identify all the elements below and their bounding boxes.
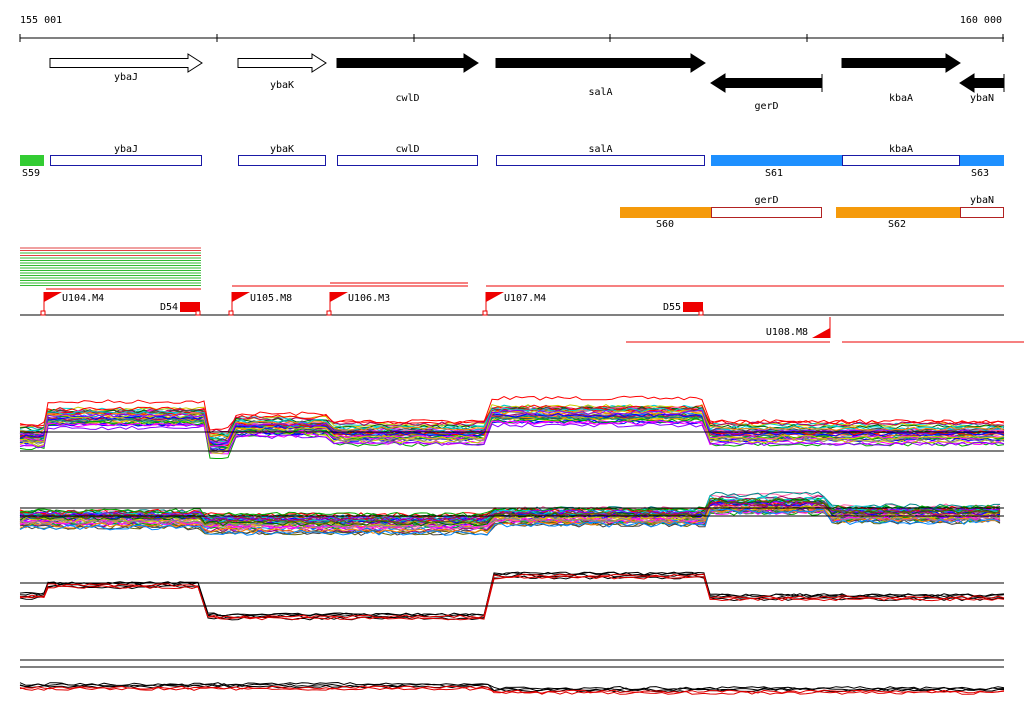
annotation-label: ybaK: [270, 144, 294, 155]
annotation-box: [496, 155, 705, 166]
profile-line: [19, 422, 1005, 453]
profile-line: [19, 683, 1005, 692]
profile-line: [19, 575, 1005, 621]
profile-line: [19, 406, 1005, 434]
profile-line: [19, 415, 1005, 449]
ruler-start-label: 155 001: [20, 15, 62, 26]
segment-bar: [20, 155, 44, 166]
profile-line: [19, 573, 1005, 619]
annotation-label: kbaA: [889, 144, 913, 155]
tu-label: U105.M8: [250, 293, 292, 304]
gene-label-kbaA: kbaA: [889, 93, 913, 104]
profile-line: [19, 686, 1005, 695]
annotation-track: S59 S60 S61 S62 S63 ybaJ ybaK cwlD salA kbaA gerD y…: [20, 144, 1004, 230]
tu-flag: [812, 328, 830, 338]
profile-line: [19, 573, 1005, 619]
gene-arrow-ybaJ: [49, 53, 203, 73]
segment-label: S61: [765, 168, 783, 179]
annotation-box: [337, 155, 478, 166]
annotation-label: ybaJ: [114, 144, 138, 155]
gene-label-gerD: gerD: [754, 101, 778, 112]
profile-line: [19, 420, 1005, 448]
profile-line: [19, 412, 1005, 447]
expression-profiles: [19, 395, 1005, 695]
profile-line: [19, 502, 1001, 523]
gene-label-cwlD: cwlD: [395, 93, 419, 104]
down-box: [683, 302, 703, 312]
segment-label: S63: [971, 168, 989, 179]
down-label: D54: [160, 302, 178, 313]
tu-marker: [228, 310, 234, 316]
annotation-label: ybaN: [970, 195, 994, 206]
gene-label-ybaK: ybaK: [270, 80, 294, 91]
gene-arrow-gerD: [710, 73, 823, 93]
tu-label: U106.M3: [348, 293, 390, 304]
annotation-box: [842, 155, 960, 166]
ruler-end-label: 160 000: [960, 15, 1002, 26]
annotation-box: [50, 155, 202, 166]
transcription-unit-track: U104.M4 U105.M8 U106.M3 U107.M4 U108.M8 D54 D5…: [20, 282, 1024, 343]
profile-line: [19, 509, 1001, 529]
tu-flag: [486, 292, 504, 302]
profile-line: [19, 571, 1005, 617]
gene-track: ybaJ ybaK cwlD salA gerD kbaA ybaN: [49, 53, 1005, 112]
profile-line: [19, 571, 1005, 617]
annotation-box: [711, 207, 822, 218]
tu-marker: [326, 310, 332, 316]
segment-bar: [711, 155, 842, 166]
profile-line: [19, 409, 1005, 444]
tu-flag: [44, 292, 62, 302]
gene-arrow-ybaK: [237, 53, 327, 73]
annotation-box: [960, 207, 1004, 218]
tu-marker: [482, 310, 488, 316]
tu-label: U104.M4: [62, 293, 104, 304]
profile-line: [19, 507, 1001, 534]
annotation-label: salA: [588, 144, 612, 155]
segment-bar: [836, 207, 960, 218]
gene-arrow-kbaA: [841, 53, 961, 73]
gene-label-ybaJ: ybaJ: [114, 72, 138, 83]
annotation-label: gerD: [754, 195, 778, 206]
gene-arrow-ybaN: [959, 73, 1005, 93]
gene-arrow-cwlD: [336, 53, 479, 73]
tu-flag: [232, 292, 250, 302]
down-label: D55: [663, 302, 681, 313]
down-box: [180, 302, 200, 312]
segment-bar: [620, 207, 711, 218]
profile-line: [19, 416, 1005, 454]
profile-line: [19, 509, 1001, 530]
tu-label: U107.M4: [504, 293, 546, 304]
gene-arrow-salA: [495, 53, 706, 73]
profile-line: [19, 498, 1001, 522]
segment-bar: [960, 155, 1004, 166]
segment-label: S59: [22, 168, 40, 179]
annotation-label: cwlD: [395, 144, 419, 155]
down-marker: [698, 310, 704, 316]
tu-label: U108.M8: [766, 327, 808, 338]
expression-stack-lines: [20, 247, 201, 286]
gene-label-ybaN: ybaN: [970, 93, 994, 104]
coordinate-ruler: 155 001 160 000: [19, 15, 1004, 42]
tu-marker: [40, 310, 46, 316]
profile-line: [19, 410, 1005, 439]
annotation-box: [238, 155, 326, 166]
profile-line: [19, 508, 1001, 536]
segment-label: S62: [888, 219, 906, 230]
tu-flag: [330, 292, 348, 302]
down-marker: [195, 310, 201, 316]
gene-label-salA: salA: [588, 87, 612, 98]
segment-label: S60: [656, 219, 674, 230]
profile-line: [19, 685, 1005, 694]
